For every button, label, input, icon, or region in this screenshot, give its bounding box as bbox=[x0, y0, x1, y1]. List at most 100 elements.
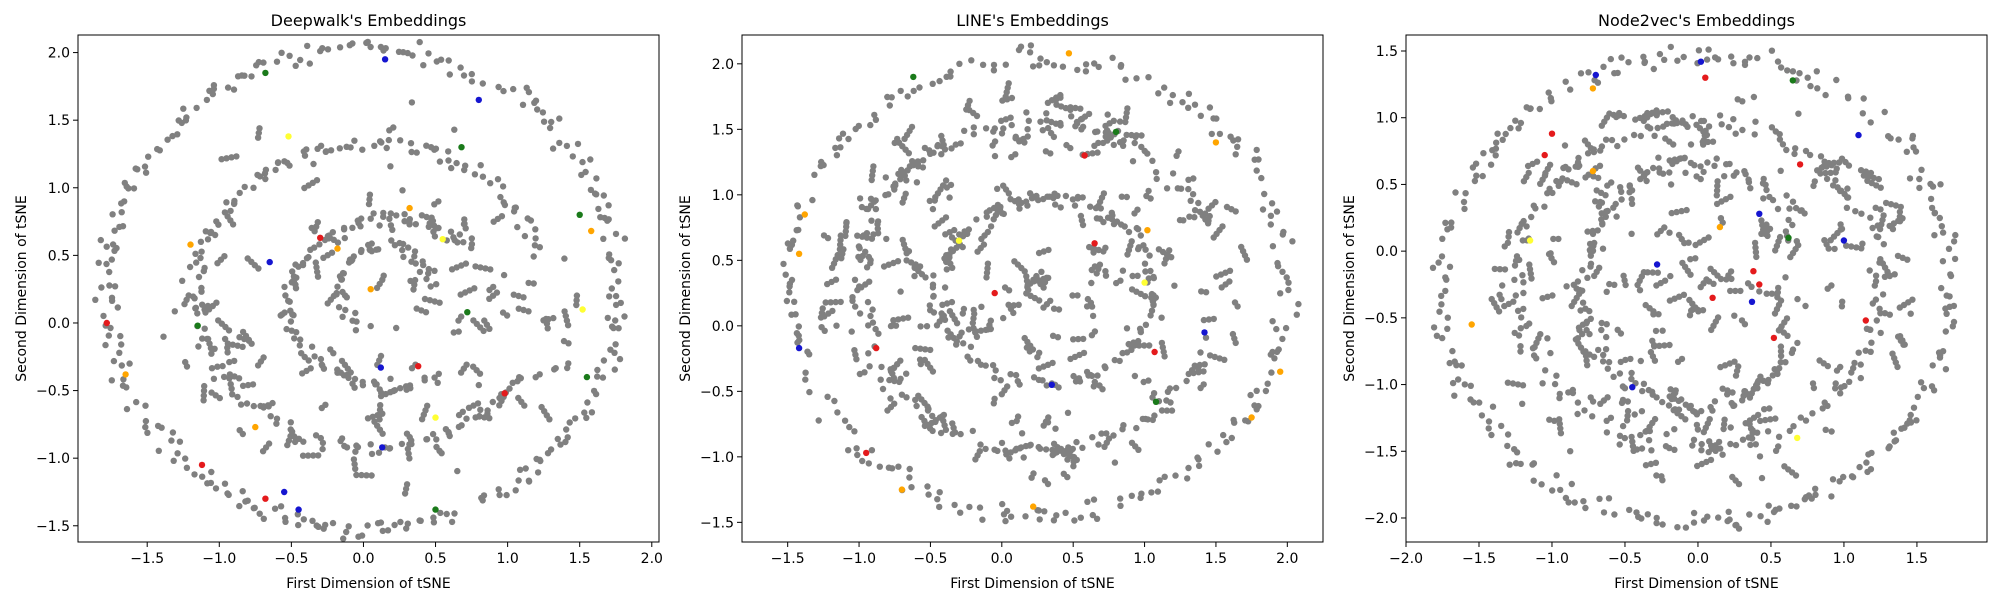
data-point bbox=[1005, 80, 1012, 87]
data-point bbox=[425, 50, 432, 57]
data-point bbox=[1163, 185, 1171, 192]
data-point bbox=[1801, 496, 1809, 503]
highlight-point-green bbox=[1789, 77, 1797, 84]
data-point bbox=[239, 430, 246, 438]
data-point bbox=[1668, 120, 1676, 127]
data-point bbox=[319, 439, 327, 447]
data-point bbox=[1037, 55, 1044, 62]
data-point bbox=[573, 292, 581, 299]
highlight-point-blue bbox=[1201, 329, 1208, 336]
data-point bbox=[556, 139, 563, 147]
y-tick-label: 1.5 bbox=[712, 122, 734, 138]
data-point bbox=[1772, 415, 1779, 422]
data-point bbox=[365, 241, 372, 249]
data-point bbox=[1023, 273, 1030, 280]
data-point bbox=[1090, 383, 1098, 390]
data-point bbox=[423, 275, 430, 283]
data-point bbox=[1102, 272, 1110, 279]
data-point bbox=[1455, 376, 1462, 383]
data-point bbox=[1599, 245, 1607, 252]
data-point bbox=[1648, 447, 1655, 454]
data-point bbox=[1596, 162, 1604, 169]
y-axis-label: Second Dimension of tSNE bbox=[1342, 195, 1358, 381]
data-point bbox=[385, 136, 392, 144]
data-point bbox=[888, 465, 896, 472]
data-point bbox=[1746, 511, 1753, 518]
x-tick-label: 2.0 bbox=[1276, 551, 1298, 567]
data-point bbox=[994, 185, 1001, 192]
data-point bbox=[1659, 398, 1666, 406]
data-point bbox=[1074, 292, 1081, 299]
data-point bbox=[436, 299, 443, 306]
data-point bbox=[477, 406, 484, 413]
data-point bbox=[819, 305, 826, 312]
data-point bbox=[1120, 422, 1127, 429]
data-point bbox=[1598, 319, 1605, 327]
data-point bbox=[289, 268, 296, 275]
data-point bbox=[565, 360, 572, 367]
data-point bbox=[1628, 200, 1636, 207]
data-point bbox=[1916, 184, 1923, 192]
data-point bbox=[1169, 91, 1177, 99]
data-point bbox=[511, 204, 518, 211]
data-point bbox=[1950, 238, 1958, 245]
data-point bbox=[111, 247, 118, 254]
data-point bbox=[278, 49, 285, 56]
data-point bbox=[413, 305, 420, 312]
data-point bbox=[1853, 244, 1860, 251]
data-point bbox=[922, 346, 929, 353]
data-point bbox=[1618, 196, 1625, 203]
data-point bbox=[512, 487, 519, 494]
data-point bbox=[393, 324, 400, 332]
data-point bbox=[1885, 445, 1892, 452]
data-point bbox=[1719, 385, 1726, 392]
data-point bbox=[366, 196, 373, 203]
data-point bbox=[1789, 198, 1797, 205]
data-point bbox=[1641, 58, 1649, 65]
data-point bbox=[1717, 275, 1725, 283]
data-point bbox=[948, 298, 956, 306]
data-point bbox=[1758, 474, 1766, 482]
data-point bbox=[1551, 417, 1558, 424]
data-point bbox=[550, 314, 557, 322]
data-point bbox=[386, 215, 393, 222]
data-point bbox=[1621, 136, 1628, 143]
data-point bbox=[208, 350, 215, 357]
data-point bbox=[1807, 82, 1814, 90]
data-point bbox=[305, 253, 312, 261]
data-point bbox=[193, 104, 200, 112]
data-point bbox=[1628, 369, 1635, 377]
data-point bbox=[587, 186, 595, 194]
data-point bbox=[1128, 131, 1135, 139]
data-point bbox=[1897, 203, 1905, 211]
data-point bbox=[1050, 440, 1058, 447]
data-point bbox=[936, 489, 943, 496]
data-point bbox=[1670, 141, 1677, 148]
data-point bbox=[1774, 370, 1781, 378]
data-point bbox=[272, 166, 279, 174]
highlight-point-yellow bbox=[955, 237, 963, 244]
data-point bbox=[1498, 295, 1505, 303]
data-point bbox=[1783, 192, 1790, 199]
data-point bbox=[802, 376, 809, 383]
data-point bbox=[457, 291, 464, 298]
data-point bbox=[906, 474, 913, 481]
data-point bbox=[1867, 348, 1874, 355]
data-point bbox=[1133, 424, 1140, 432]
data-point bbox=[1652, 459, 1660, 466]
data-point bbox=[1131, 210, 1138, 217]
data-point bbox=[1053, 101, 1060, 108]
data-point bbox=[936, 77, 943, 85]
data-point bbox=[1133, 75, 1140, 82]
data-point bbox=[1737, 287, 1744, 295]
data-point bbox=[367, 322, 374, 330]
data-point bbox=[900, 315, 907, 322]
y-tick-label: −1.0 bbox=[1364, 378, 1398, 394]
data-point bbox=[1082, 61, 1090, 68]
data-point bbox=[296, 342, 303, 349]
data-point bbox=[536, 371, 543, 378]
data-point bbox=[1661, 224, 1668, 231]
data-point bbox=[866, 363, 873, 370]
data-point bbox=[438, 450, 445, 457]
